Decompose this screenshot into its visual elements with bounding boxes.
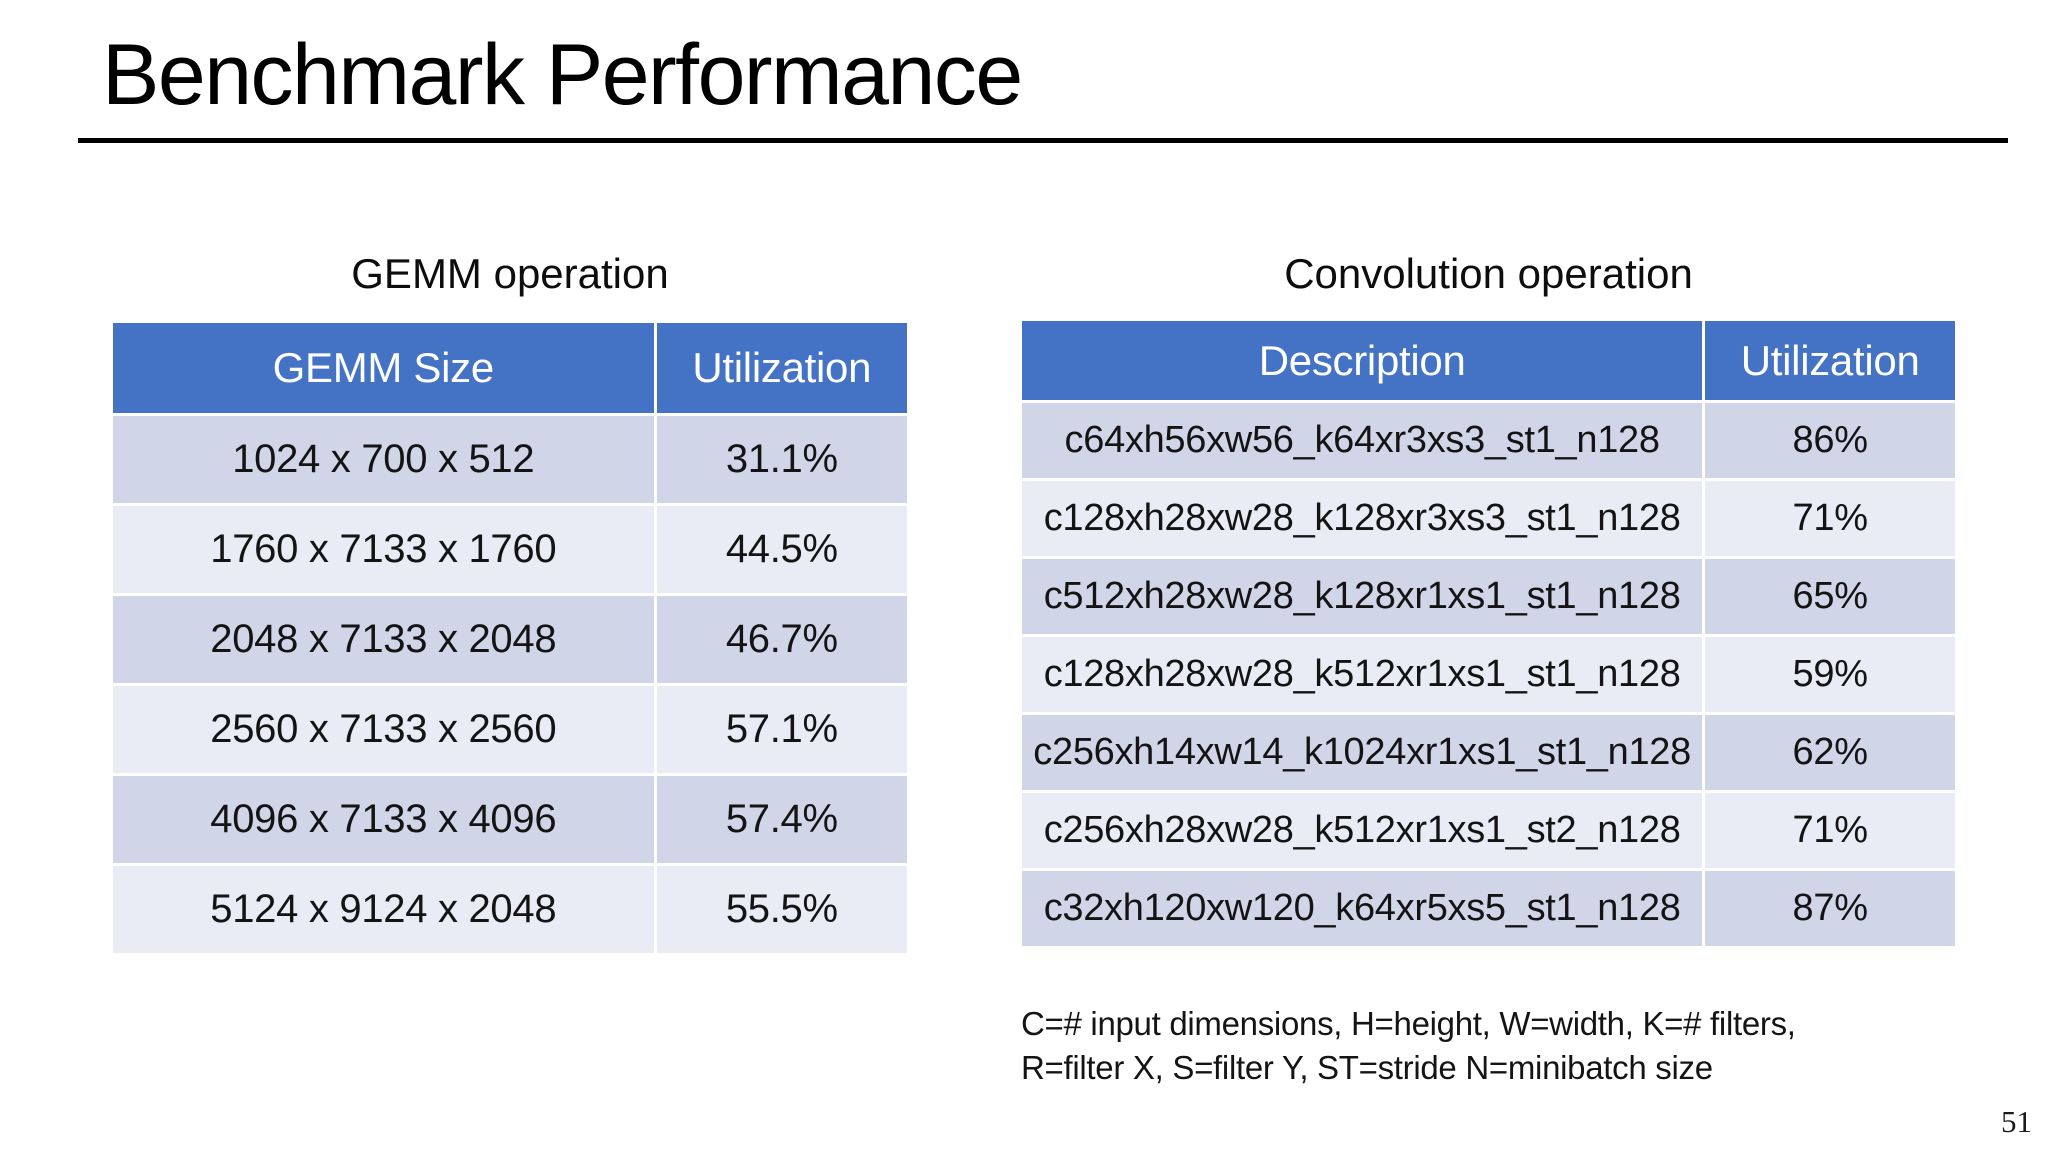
table-row: c512xh28xw28_k128xr1xs1_st1_n128 65% [1018,556,1958,637]
table-cell: c512xh28xw28_k128xr1xs1_st1_n128 [1018,556,1706,637]
table-cell: 87% [1702,868,1958,949]
gemm-table-body: 1024 x 700 x 512 31.1% 1760 x 7133 x 1760 4… [110,413,911,956]
table-cell: 2048 x 7133 x 2048 [110,593,657,686]
conv-table: Description Utilization c64xh56xw56_k64x… [1018,318,1958,949]
table-cell: 1760 x 7133 x 1760 [110,503,657,596]
table-cell: 1024 x 700 x 512 [110,413,657,506]
table-cell: 31.1% [653,413,911,506]
table-cell: 57.4% [653,773,911,866]
table-row: c256xh14xw14_k1024xr1xs1_st1_n128 62% [1018,712,1958,793]
table-cell: c128xh28xw28_k512xr1xs1_st1_n128 [1018,634,1706,715]
footnote-line-1: C=# input dimensions, H=height, W=width,… [1021,1005,1796,1042]
table-row: c128xh28xw28_k512xr1xs1_st1_n128 59% [1018,634,1958,715]
table-cell: c32xh120xw120_k64xr5xs5_st1_n128 [1018,868,1706,949]
gemm-size-column-header: GEMM Size [110,320,657,416]
table-cell: 4096 x 7133 x 4096 [110,773,657,866]
conv-header-row: Description Utilization [1018,318,1958,403]
table-row: 5124 x 9124 x 2048 55.5% [110,863,911,956]
table-cell: c128xh28xw28_k128xr3xs3_st1_n128 [1018,478,1706,559]
table-cell: c256xh28xw28_k512xr1xs1_st2_n128 [1018,790,1706,871]
table-cell: 62% [1702,712,1958,793]
table-cell: 5124 x 9124 x 2048 [110,863,657,956]
gemm-header-row: GEMM Size Utilization [110,320,911,416]
page-number: 51 [2001,1104,2032,1139]
title-underline [78,138,2008,143]
table-cell: 44.5% [653,503,911,596]
table-cell: 55.5% [653,863,911,956]
table-cell: 2560 x 7133 x 2560 [110,683,657,776]
table-cell: 59% [1702,634,1958,715]
table-cell: c64xh56xw56_k64xr3xs3_st1_n128 [1018,400,1706,481]
conv-table-body: c64xh56xw56_k64xr3xs3_st1_n128 86% c128xh2… [1018,400,1958,949]
table-cell: 71% [1702,478,1958,559]
table-row: c256xh28xw28_k512xr1xs1_st2_n128 71% [1018,790,1958,871]
table-cell: 65% [1702,556,1958,637]
table-row: c64xh56xw56_k64xr3xs3_st1_n128 86% [1018,400,1958,481]
gemm-table: GEMM Size Utilization 1024 x 700 x 512 31… [110,320,911,956]
page-title: Benchmark Performance [102,27,1023,123]
table-row: c128xh28xw28_k128xr3xs3_st1_n128 71% [1018,478,1958,559]
table-cell: 71% [1702,790,1958,871]
table-cell: 46.7% [653,593,911,686]
convolution-legend-footnote: C=# input dimensions, H=height, W=width,… [1021,1002,1796,1090]
table-row: c32xh120xw120_k64xr5xs5_st1_n128 87% [1018,868,1958,949]
table-row: 1760 x 7133 x 1760 44.5% [110,503,911,596]
table-row: 1024 x 700 x 512 31.1% [110,413,911,506]
conv-table-caption: Convolution operation [1284,250,1693,297]
gemm-utilization-column-header: Utilization [653,320,911,416]
gemm-table-caption: GEMM operation [351,250,669,297]
table-cell: 57.1% [653,683,911,776]
conv-utilization-column-header: Utilization [1702,318,1958,403]
table-row: 2048 x 7133 x 2048 46.7% [110,593,911,686]
table-cell: 86% [1702,400,1958,481]
table-row: 2560 x 7133 x 2560 57.1% [110,683,911,776]
table-row: 4096 x 7133 x 4096 57.4% [110,773,911,866]
conv-description-column-header: Description [1018,318,1706,403]
footnote-line-2: R=filter X, S=filter Y, ST=stride N=mini… [1021,1049,1713,1086]
table-cell: c256xh14xw14_k1024xr1xs1_st1_n128 [1018,712,1706,793]
